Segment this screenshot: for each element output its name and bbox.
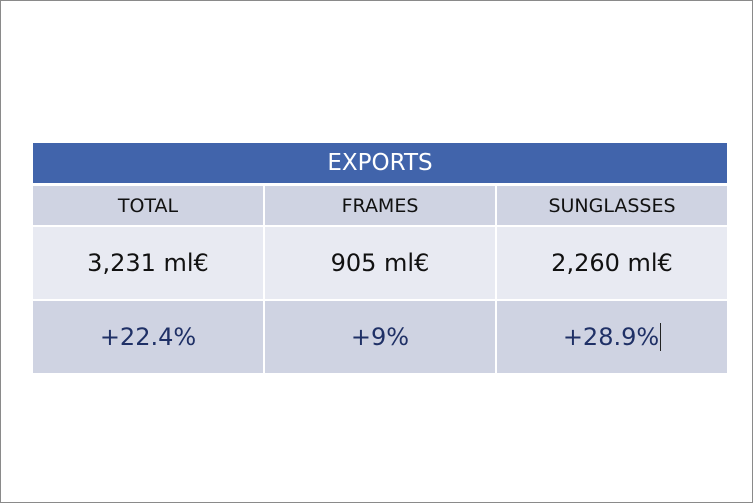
column-divider xyxy=(495,227,497,299)
value-frames: 905 ml€ xyxy=(265,227,495,299)
column-divider xyxy=(495,186,497,225)
column-divider xyxy=(263,227,265,299)
change-total: +22.4% xyxy=(33,301,263,373)
table-title: EXPORTS xyxy=(33,143,727,186)
header-total: TOTAL xyxy=(33,186,263,225)
exports-table: EXPORTS TOTAL FRAMES SUNGLASSES 3,231 ml… xyxy=(33,143,727,373)
value-sunglasses: 2,260 ml€ xyxy=(497,227,727,299)
column-divider xyxy=(495,301,497,373)
header-frames: FRAMES xyxy=(265,186,495,225)
column-divider xyxy=(263,186,265,225)
text-cursor xyxy=(660,323,662,351)
row-divider xyxy=(33,225,727,227)
row-divider xyxy=(33,299,727,301)
header-sunglasses: SUNGLASSES xyxy=(497,186,727,225)
change-frames: +9% xyxy=(265,301,495,373)
value-total: 3,231 ml€ xyxy=(33,227,263,299)
column-divider xyxy=(263,301,265,373)
change-sunglasses-cell[interactable]: +28.9% xyxy=(497,301,727,373)
change-sunglasses: +28.9% xyxy=(562,323,660,351)
